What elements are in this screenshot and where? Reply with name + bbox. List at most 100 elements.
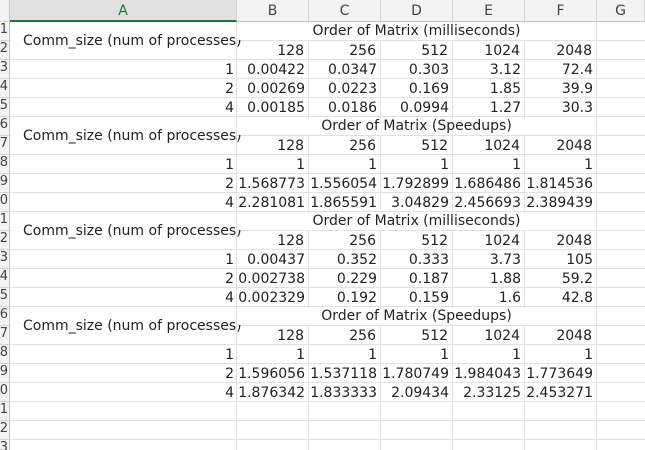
value-cell[interactable]: 2.09434 <box>391 385 449 401</box>
value-cell[interactable]: 1.686486 <box>454 176 521 192</box>
matrix-order-header[interactable]: 128 <box>277 43 304 59</box>
comm-size-label[interactable]: Comm_size (num of processes) <box>11 118 242 154</box>
value-cell[interactable]: 0.159 <box>408 290 449 306</box>
value-cell[interactable]: 1.27 <box>489 100 521 116</box>
value-cell[interactable]: 39.9 <box>561 81 593 97</box>
value-cell[interactable]: 0.352 <box>336 252 377 268</box>
value-cell[interactable]: 0.0994 <box>400 100 449 116</box>
row-header-15[interactable]: 15 <box>0 288 10 307</box>
process-count-cell[interactable]: 4 <box>225 385 234 401</box>
matrix-order-header[interactable]: 128 <box>277 233 304 249</box>
value-cell[interactable]: 1.88 <box>489 271 521 287</box>
row-header-5[interactable]: 5 <box>0 98 10 117</box>
value-cell[interactable]: 1.984043 <box>454 366 521 382</box>
value-cell[interactable]: 2.456693 <box>454 195 521 211</box>
value-cell[interactable]: 2.389439 <box>526 195 593 211</box>
column-header-d[interactable]: D <box>381 0 453 22</box>
matrix-order-header[interactable]: 2048 <box>556 138 592 154</box>
process-count-cell[interactable]: 4 <box>225 290 234 306</box>
matrix-order-header[interactable]: 1024 <box>484 43 520 59</box>
row-header-4[interactable]: 4 <box>0 79 10 98</box>
column-header-c[interactable]: C <box>309 0 381 22</box>
matrix-order-header[interactable]: 128 <box>277 138 304 154</box>
value-cell[interactable]: 3.12 <box>489 62 521 78</box>
value-cell[interactable]: 1 <box>296 157 305 173</box>
row-header-12[interactable]: 12 <box>0 231 10 250</box>
column-header-f[interactable]: F <box>525 0 597 22</box>
process-count-cell[interactable]: 1 <box>225 252 234 268</box>
value-cell[interactable]: 0.0347 <box>328 62 377 78</box>
select-all-corner[interactable] <box>0 0 10 22</box>
value-cell[interactable]: 1 <box>512 157 521 173</box>
value-cell[interactable]: 3.73 <box>489 252 521 268</box>
value-cell[interactable]: 42.8 <box>561 290 593 306</box>
row-header-21[interactable]: 21 <box>0 402 10 421</box>
value-cell[interactable]: 0.169 <box>408 81 449 97</box>
process-count-cell[interactable]: 2 <box>225 176 234 192</box>
value-cell[interactable]: 2.33125 <box>463 385 521 401</box>
column-header-a[interactable]: A <box>10 0 237 22</box>
matrix-order-header[interactable]: 1024 <box>484 233 520 249</box>
value-cell[interactable]: 30.3 <box>561 100 593 116</box>
matrix-order-header[interactable]: 256 <box>349 43 376 59</box>
row-header-10[interactable]: 10 <box>0 193 10 212</box>
process-count-cell[interactable]: 1 <box>225 62 234 78</box>
value-cell[interactable]: 1.780749 <box>382 366 449 382</box>
row-header-14[interactable]: 14 <box>0 269 10 288</box>
row-header-20[interactable]: 20 <box>0 383 10 402</box>
row-header-1[interactable]: 1 <box>0 22 10 41</box>
row-header-23[interactable]: 23 <box>0 440 10 450</box>
matrix-order-header[interactable]: 256 <box>349 138 376 154</box>
value-cell[interactable]: 0.0223 <box>328 81 377 97</box>
value-cell[interactable]: 0.002738 <box>238 271 305 287</box>
row-header-22[interactable]: 22 <box>0 421 10 440</box>
value-cell[interactable]: 1.773649 <box>526 366 593 382</box>
process-count-cell[interactable]: 2 <box>225 271 234 287</box>
row-header-7[interactable]: 7 <box>0 136 10 155</box>
value-cell[interactable]: 0.303 <box>408 62 449 78</box>
value-cell[interactable]: 1 <box>296 347 305 363</box>
process-count-cell[interactable]: 1 <box>225 347 234 363</box>
value-cell[interactable]: 0.333 <box>408 252 449 268</box>
value-cell[interactable]: 1 <box>440 157 449 173</box>
value-cell[interactable]: 1.596056 <box>238 366 305 382</box>
process-count-cell[interactable]: 4 <box>225 100 234 116</box>
value-cell[interactable]: 1.537118 <box>310 366 377 382</box>
value-cell[interactable]: 1.865591 <box>310 195 377 211</box>
value-cell[interactable]: 0.192 <box>336 290 377 306</box>
value-cell[interactable]: 1.568773 <box>238 176 305 192</box>
row-header-11[interactable]: 11 <box>0 212 10 231</box>
value-cell[interactable]: 1.85 <box>489 81 521 97</box>
matrix-order-header[interactable]: 512 <box>421 43 448 59</box>
matrix-order-header[interactable]: 256 <box>349 233 376 249</box>
process-count-cell[interactable]: 2 <box>225 81 234 97</box>
row-header-17[interactable]: 17 <box>0 326 10 345</box>
value-cell[interactable]: 0.229 <box>336 271 377 287</box>
value-cell[interactable]: 1.814536 <box>526 176 593 192</box>
matrix-order-header[interactable]: 2048 <box>556 233 592 249</box>
process-count-cell[interactable]: 4 <box>225 195 234 211</box>
value-cell[interactable]: 1 <box>512 347 521 363</box>
matrix-order-title[interactable]: Order of Matrix (Speedups) <box>237 308 596 325</box>
comm-size-label[interactable]: Comm_size (num of processes) <box>11 23 242 59</box>
row-header-18[interactable]: 18 <box>0 345 10 364</box>
comm-size-label[interactable]: Comm_size (num of processes) <box>11 308 242 344</box>
value-cell[interactable]: 1 <box>368 347 377 363</box>
comm-size-label[interactable]: Comm_size (num of processes) <box>11 213 242 249</box>
value-cell[interactable]: 0.00185 <box>247 100 305 116</box>
value-cell[interactable]: 1.792899 <box>382 176 449 192</box>
value-cell[interactable]: 105 <box>566 252 593 268</box>
column-header-b[interactable]: B <box>237 0 309 22</box>
matrix-order-header[interactable]: 512 <box>421 233 448 249</box>
value-cell[interactable]: 2.281081 <box>238 195 305 211</box>
value-cell[interactable]: 0.00437 <box>247 252 305 268</box>
value-cell[interactable]: 59.2 <box>561 271 593 287</box>
value-cell[interactable]: 1 <box>584 347 593 363</box>
matrix-order-title[interactable]: Order of Matrix (milliseconds) <box>237 213 596 230</box>
matrix-order-header[interactable]: 512 <box>421 138 448 154</box>
row-header-13[interactable]: 13 <box>0 250 10 269</box>
value-cell[interactable]: 1 <box>440 347 449 363</box>
value-cell[interactable]: 1.556054 <box>310 176 377 192</box>
matrix-order-header[interactable]: 2048 <box>556 43 592 59</box>
